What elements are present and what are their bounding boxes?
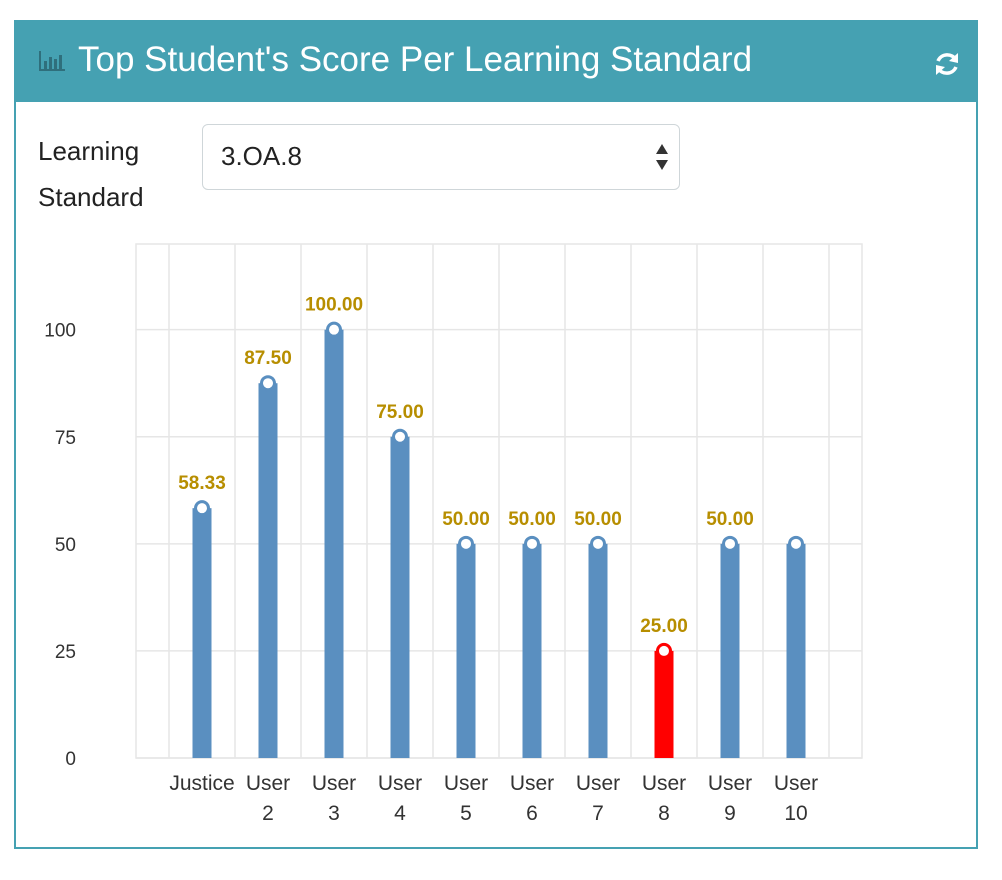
panel-header: Top Student's Score Per Learning Standar… [16,20,976,102]
x-tick-label: 6 [526,802,538,825]
x-tick-label: User [444,772,488,795]
bar-chart-icon [39,51,65,71]
x-tick-label: User [246,772,290,795]
x-tick-label: 9 [724,802,736,825]
bar-marker[interactable] [326,321,342,338]
chart-grid [135,243,863,759]
x-tick-label: 10 [784,802,807,825]
data-label: 50.00 [442,509,490,530]
y-tick-label: 75 [55,428,76,449]
x-tick-label: User [774,772,818,795]
x-tick-label: Justice [169,772,234,795]
x-tick-label: 4 [394,802,406,825]
y-tick-label: 25 [55,642,76,663]
x-tick-label: 5 [460,802,472,825]
x-tick-label: 3 [328,802,340,825]
x-tick-label: 8 [658,802,670,825]
x-tick-label: User [708,772,752,795]
x-tick-label: User [378,772,422,795]
x-tick-label: User [510,772,554,795]
bar[interactable] [720,543,740,758]
data-label: 50.00 [508,509,556,530]
select-arrows-icon [656,144,668,170]
panel-title: Top Student's Score Per Learning Standar… [78,40,753,79]
data-label: 50.00 [574,509,622,530]
bar[interactable] [258,383,278,758]
x-tick-label: User [312,772,356,795]
learning-standard-label: Learning Standard [38,136,144,212]
score-panel: Top Student's Score Per Learning Standar… [14,20,978,849]
chart-bars [192,321,806,758]
bar[interactable] [192,508,212,758]
bar-marker[interactable] [458,535,474,552]
data-label: 58.33 [178,473,226,494]
x-tick-label: User [642,772,686,795]
x-tick-label: 7 [592,802,604,825]
bar-marker[interactable] [590,535,606,552]
learning-standard-select[interactable]: 3.OA.8 [202,124,680,190]
bar-marker[interactable] [788,535,804,552]
bar-marker[interactable] [722,535,738,552]
bar[interactable] [786,543,806,758]
chart-labels: 025507510058.33Justice87.50User2100.00Us… [44,295,818,825]
y-tick-label: 0 [65,749,76,770]
bar[interactable] [390,436,410,758]
x-tick-label: User [576,772,620,795]
data-label: 100.00 [305,295,363,316]
data-label: 25.00 [640,616,688,637]
bar-marker[interactable] [194,500,210,517]
bar-marker[interactable] [524,535,540,552]
bar[interactable] [522,543,542,758]
y-tick-label: 50 [55,535,76,556]
bar[interactable] [456,543,476,758]
data-label: 75.00 [376,402,424,423]
bar[interactable] [588,543,608,758]
score-bar-chart: 025507510058.33Justice87.50User2100.00Us… [44,243,863,825]
data-label: 50.00 [706,509,754,530]
bar-marker[interactable] [656,642,672,659]
bar[interactable] [324,329,344,758]
bar-marker[interactable] [392,428,408,445]
bar-marker[interactable] [260,375,276,392]
bar[interactable] [654,650,674,758]
x-tick-label: 2 [262,802,274,825]
refresh-icon[interactable] [932,49,962,79]
selected-standard: 3.OA.8 [221,141,302,171]
y-tick-label: 100 [44,321,76,342]
data-label: 87.50 [244,348,292,369]
